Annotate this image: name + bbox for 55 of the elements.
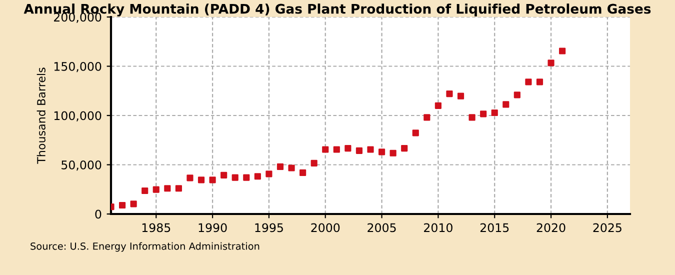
point (536, 78, 544, 86)
point (390, 150, 396, 156)
point (491, 109, 498, 116)
x-tick-label: 2010 (424, 223, 452, 232)
x-tick-label: 2005 (368, 223, 396, 232)
y-tick-label: 100,000 (54, 111, 102, 122)
y-tick-label: 0 (95, 210, 102, 219)
y-tick-label: 150,000 (54, 62, 102, 72)
x-tick-label: 1985 (142, 223, 170, 232)
point (243, 174, 250, 181)
point (424, 114, 430, 121)
point (434, 102, 442, 109)
point (480, 110, 487, 118)
y-axis-title: Thousand Barrels (36, 68, 46, 164)
point (164, 185, 171, 192)
point (288, 164, 295, 172)
point (367, 146, 374, 153)
point (310, 160, 318, 166)
point (232, 174, 238, 181)
point (559, 48, 566, 54)
point (118, 202, 126, 209)
x-tick-label: 1990 (198, 223, 227, 232)
point (344, 145, 352, 152)
point (378, 148, 386, 156)
x-tick-label: 2000 (311, 223, 340, 232)
point (356, 147, 363, 154)
x-tick-label: 2025 (593, 223, 622, 232)
y-tick-label: 50,000 (62, 160, 102, 171)
x-tick-label: 2020 (536, 223, 566, 232)
point (300, 169, 306, 176)
point (412, 130, 419, 136)
point (266, 170, 272, 178)
point (446, 90, 453, 98)
point (514, 92, 520, 98)
point (175, 185, 182, 192)
point (198, 176, 205, 184)
point (186, 174, 194, 182)
point (548, 60, 554, 66)
point (152, 186, 160, 193)
x-tick-label: 2015 (480, 223, 509, 232)
point (525, 78, 532, 86)
point (130, 200, 137, 208)
point (220, 172, 228, 178)
point (468, 114, 476, 121)
point (209, 176, 216, 184)
point (254, 173, 261, 180)
x-tick-label: 1995 (255, 223, 283, 232)
point (322, 146, 329, 153)
point (401, 145, 408, 152)
point (276, 163, 284, 170)
point (333, 146, 340, 153)
source-note: Source: U.S. Energy Information Administration (30, 242, 260, 252)
point (142, 187, 148, 194)
point (457, 92, 464, 100)
point (502, 101, 510, 108)
